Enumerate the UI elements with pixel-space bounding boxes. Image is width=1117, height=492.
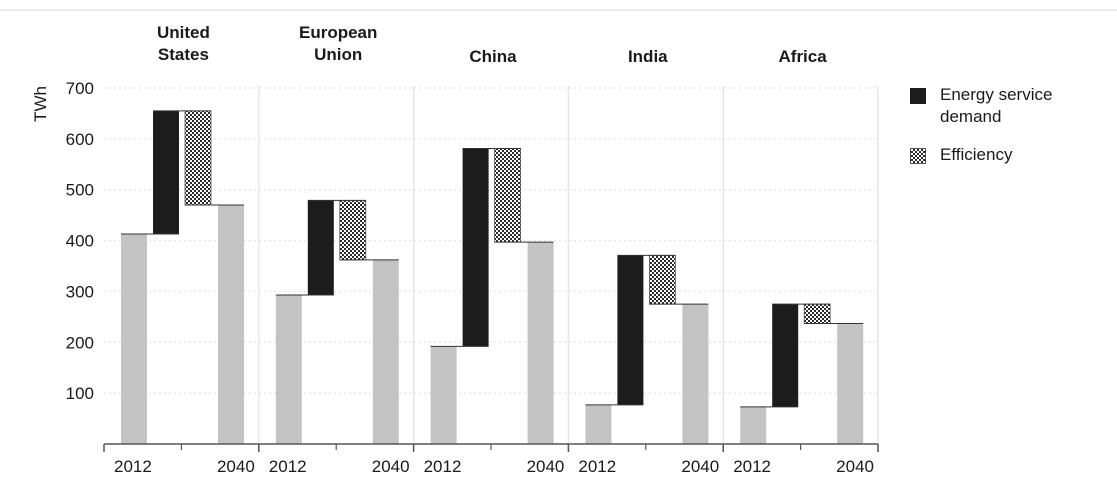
- panel-title-india-line-1: India: [628, 47, 668, 66]
- bar-2012-united-states: [121, 233, 147, 444]
- bar-2040-africa: [837, 323, 864, 444]
- panel-title-china-line-1: China: [469, 47, 517, 66]
- y-tick-label-700: 700: [66, 79, 94, 98]
- bar-2040-european-union: [372, 259, 399, 444]
- legend-swatch-energy-service-demand: [910, 88, 926, 104]
- bar-efficiency-africa: [803, 303, 831, 324]
- legend: Energy service demand Efficiency: [908, 84, 1108, 182]
- panel-title-european-union-line-2: Union: [314, 45, 362, 64]
- bar-energy-service-demand-european-union: [307, 200, 334, 295]
- panel-title-united-states-line-1: United: [157, 23, 210, 42]
- bar-energy-service-demand-africa: [772, 304, 799, 407]
- bar-2040-china: [527, 242, 554, 444]
- y-tick-label-500: 500: [66, 181, 94, 200]
- legend-swatch-efficiency: [910, 148, 926, 164]
- legend-item-energy-service-demand: Energy service demand: [908, 84, 1108, 128]
- bar-2012-india: [585, 404, 612, 444]
- x-tick-label-2012-european-union: 2012: [269, 457, 307, 476]
- bar-energy-service-demand-india: [617, 255, 644, 405]
- bar-2012-africa: [740, 406, 767, 444]
- x-tick-label-2012-africa: 2012: [733, 457, 771, 476]
- legend-label-efficiency: Efficiency: [940, 145, 1013, 164]
- y-axis-label: TWh: [31, 86, 50, 122]
- y-tick-label-200: 200: [66, 333, 94, 352]
- panel-title-united-states-line-2: States: [158, 45, 209, 64]
- bar-energy-service-demand-united-states: [153, 110, 179, 234]
- legend-item-efficiency: Efficiency: [908, 144, 1108, 166]
- y-tick-label-300: 300: [66, 282, 94, 301]
- y-tick-label-100: 100: [66, 384, 94, 403]
- bar-efficiency-united-states: [184, 110, 212, 206]
- x-tick-label-2040-india: 2040: [681, 457, 719, 476]
- bar-efficiency-china: [494, 148, 522, 243]
- bar-efficiency-india: [649, 254, 676, 305]
- bar-2012-china: [430, 346, 457, 444]
- y-tick-label-600: 600: [66, 130, 94, 149]
- x-tick-label-2040-africa: 2040: [836, 457, 874, 476]
- bar-2040-india: [682, 304, 709, 444]
- bar-efficiency-european-union: [339, 199, 367, 261]
- bar-2040-united-states: [218, 204, 244, 444]
- x-tick-label-2040-china: 2040: [527, 457, 565, 476]
- x-tick-label-2040-european-union: 2040: [372, 457, 410, 476]
- x-tick-label-2012-china: 2012: [424, 457, 462, 476]
- panel-title-africa-line-1: Africa: [779, 47, 828, 66]
- bar-energy-service-demand-china: [462, 148, 489, 347]
- bar-2012-european-union: [275, 294, 302, 444]
- panel-title-european-union-line-1: European: [299, 23, 377, 42]
- x-tick-label-2012-united-states: 2012: [114, 457, 152, 476]
- legend-label-energy-service-demand: Energy service demand: [940, 85, 1053, 126]
- y-tick-label-400: 400: [66, 232, 94, 251]
- x-tick-label-2040-united-states: 2040: [217, 457, 255, 476]
- x-tick-label-2012-india: 2012: [578, 457, 616, 476]
